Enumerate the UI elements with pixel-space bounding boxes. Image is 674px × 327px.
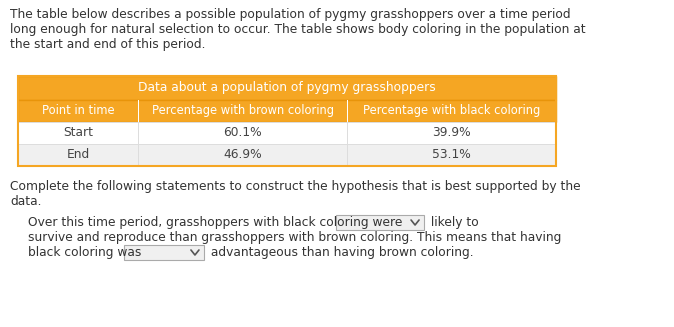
Text: Percentage with black coloring: Percentage with black coloring bbox=[363, 104, 540, 117]
Text: Point in time: Point in time bbox=[42, 104, 115, 117]
Bar bbox=[347, 144, 348, 166]
Text: long enough for natural selection to occur. The table shows body coloring in the: long enough for natural selection to occ… bbox=[10, 23, 586, 36]
Bar bbox=[18, 76, 556, 100]
Bar bbox=[18, 76, 556, 166]
Bar bbox=[138, 122, 139, 144]
Text: 39.9%: 39.9% bbox=[432, 126, 471, 139]
Bar bbox=[336, 215, 424, 230]
Text: advantageous than having brown coloring.: advantageous than having brown coloring. bbox=[207, 246, 474, 259]
Text: likely to: likely to bbox=[427, 216, 479, 229]
Text: survive and reproduce than grasshoppers with brown coloring. This means that hav: survive and reproduce than grasshoppers … bbox=[28, 231, 561, 244]
Text: 60.1%: 60.1% bbox=[223, 126, 262, 139]
Text: black coloring was: black coloring was bbox=[28, 246, 146, 259]
Bar bbox=[18, 100, 556, 122]
Text: Start: Start bbox=[63, 126, 93, 139]
Text: Over this time period, grasshoppers with black coloring were: Over this time period, grasshoppers with… bbox=[28, 216, 406, 229]
Bar bbox=[347, 100, 348, 122]
Text: Percentage with brown coloring: Percentage with brown coloring bbox=[152, 104, 334, 117]
Text: 53.1%: 53.1% bbox=[432, 148, 471, 161]
Text: The table below describes a possible population of pygmy grasshoppers over a tim: The table below describes a possible pop… bbox=[10, 8, 571, 21]
Bar bbox=[138, 144, 139, 166]
Bar bbox=[138, 100, 139, 122]
Text: End: End bbox=[66, 148, 90, 161]
Bar bbox=[18, 122, 556, 144]
Text: data.: data. bbox=[10, 195, 42, 208]
Text: 46.9%: 46.9% bbox=[223, 148, 262, 161]
Text: the start and end of this period.: the start and end of this period. bbox=[10, 38, 206, 51]
Bar bbox=[124, 245, 204, 260]
Bar bbox=[18, 144, 556, 166]
Text: Data about a population of pygmy grasshoppers: Data about a population of pygmy grassho… bbox=[138, 81, 436, 94]
Bar bbox=[347, 122, 348, 144]
Text: Complete the following statements to construct the hypothesis that is best suppo: Complete the following statements to con… bbox=[10, 180, 580, 193]
